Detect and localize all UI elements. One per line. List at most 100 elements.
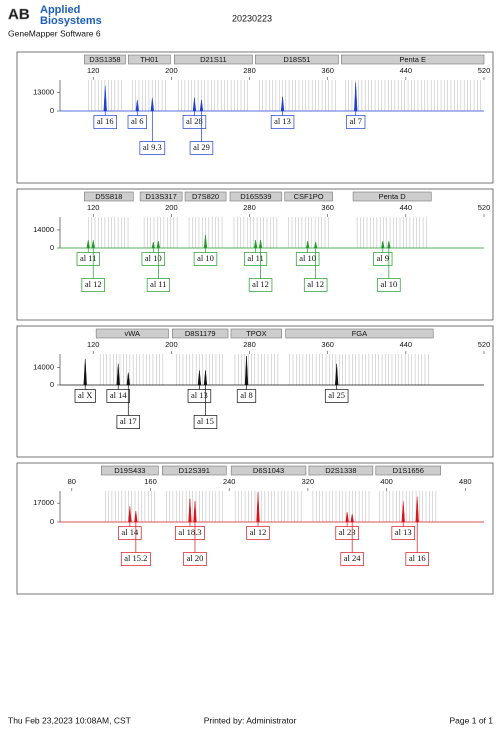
locus-bar xyxy=(84,54,126,65)
x-tick-label: 360 xyxy=(321,66,334,75)
locus-name: D21S11 xyxy=(200,55,227,64)
locus-bar xyxy=(375,465,442,476)
allele-box xyxy=(141,252,166,266)
software-name: GeneMapper Software 6 xyxy=(8,28,101,38)
y-tick-label: 17000 xyxy=(33,498,54,507)
locus-bar xyxy=(341,54,485,65)
x-tick-label: 520 xyxy=(478,66,491,75)
locus-name: D16S539 xyxy=(240,192,271,201)
allele-label: al 12 xyxy=(85,279,102,289)
printed-by: Printed by: Administrator xyxy=(204,715,297,725)
allele-label: al 15 xyxy=(197,416,214,426)
allele-label: al 13 xyxy=(274,116,291,126)
allele-label: al 10 xyxy=(380,279,397,289)
locus-bar xyxy=(128,54,171,65)
panel-frame xyxy=(16,51,494,184)
allele-box xyxy=(346,115,366,129)
allele-box xyxy=(175,526,205,540)
x-tick-label: 360 xyxy=(321,340,334,349)
allele-box xyxy=(405,552,429,566)
allele-label: al 24 xyxy=(344,553,362,563)
locus-bar xyxy=(230,328,283,339)
allele-label: al 18.3 xyxy=(178,527,201,537)
x-tick-label: 120 xyxy=(87,203,100,212)
logo-mark: AB xyxy=(8,6,30,23)
allele-box xyxy=(324,389,349,403)
allele-label: al 7 xyxy=(349,116,362,126)
locus-bar xyxy=(162,465,227,476)
allele-label: al 9.3 xyxy=(143,142,162,152)
locus-name: TH01 xyxy=(140,55,158,64)
locus-name: D13S317 xyxy=(145,192,176,201)
locus-bar xyxy=(139,191,183,202)
allele-label: al 11 xyxy=(150,279,166,289)
allele-box xyxy=(106,389,130,403)
allele-box xyxy=(76,252,100,266)
allele-box xyxy=(193,415,218,429)
locus-bar xyxy=(284,191,333,202)
locus-bar xyxy=(184,191,227,202)
allele-box xyxy=(189,141,214,155)
x-tick-label: 200 xyxy=(165,66,178,75)
locus-name: D1S1656 xyxy=(393,466,424,475)
x-tick-label: 520 xyxy=(478,203,491,212)
y-tick-label: 0 xyxy=(50,380,54,389)
locus-name: D2S1338 xyxy=(325,466,356,475)
x-tick-label: 360 xyxy=(321,203,334,212)
locus-name: D5S818 xyxy=(95,192,122,201)
x-tick-label: 200 xyxy=(165,203,178,212)
x-tick-label: 160 xyxy=(144,477,157,486)
allele-box xyxy=(93,115,117,129)
allele-box xyxy=(182,115,207,129)
allele-label: al 11 xyxy=(80,253,96,263)
x-tick-label: 400 xyxy=(380,477,393,486)
allele-box xyxy=(246,526,270,540)
allele-label: al 16 xyxy=(97,116,114,126)
locus-bar xyxy=(174,54,253,65)
allele-box xyxy=(373,252,393,266)
allele-box xyxy=(303,278,328,292)
allele-box xyxy=(377,278,401,292)
locus-name: D12S391 xyxy=(179,466,210,475)
allele-label: al 12 xyxy=(307,279,324,289)
locus-bar xyxy=(352,191,432,202)
allele-label: al 13 xyxy=(395,527,412,537)
x-tick-label: 440 xyxy=(400,340,413,349)
y-tick-label: 0 xyxy=(50,106,54,115)
x-tick-label: 80 xyxy=(68,477,76,486)
x-tick-label: 320 xyxy=(302,477,315,486)
allele-box xyxy=(244,252,268,266)
locus-bar xyxy=(285,328,434,339)
locus-name: D6S1043 xyxy=(253,466,284,475)
allele-label: al 12 xyxy=(250,527,267,537)
panel-frame xyxy=(16,188,494,321)
y-tick-label: 0 xyxy=(50,243,54,252)
timestamp: Thu Feb 23,2023 10:08AM, CST xyxy=(8,715,131,725)
locus-bar xyxy=(229,191,283,202)
allele-label: al 10 xyxy=(197,253,214,263)
locus-name: D18S51 xyxy=(283,55,310,64)
panel-frame xyxy=(16,325,494,458)
allele-label: al 6 xyxy=(131,116,144,126)
allele-label: al X xyxy=(78,390,92,400)
allele-label: al 16 xyxy=(409,553,426,563)
x-tick-label: 200 xyxy=(165,340,178,349)
allele-label: al 17 xyxy=(120,416,137,426)
allele-box xyxy=(183,552,207,566)
locus-name: D8S1179 xyxy=(185,329,216,338)
x-tick-label: 440 xyxy=(400,203,413,212)
x-tick-label: 120 xyxy=(87,66,100,75)
x-tick-label: 120 xyxy=(87,340,100,349)
allele-label: al 13 xyxy=(191,390,208,400)
allele-box xyxy=(74,389,96,403)
x-tick-label: 480 xyxy=(459,477,472,486)
locus-bar xyxy=(101,465,159,476)
allele-box xyxy=(295,252,320,266)
allele-box xyxy=(116,415,141,429)
allele-box xyxy=(340,552,364,566)
allele-box xyxy=(139,141,166,155)
panel: D5S818 D13S317 D7S820 D16S539 CSF1PO Penta D 1… xyxy=(16,188,494,321)
allele-box xyxy=(81,278,105,292)
allele-label: al 15.2 xyxy=(124,553,147,563)
